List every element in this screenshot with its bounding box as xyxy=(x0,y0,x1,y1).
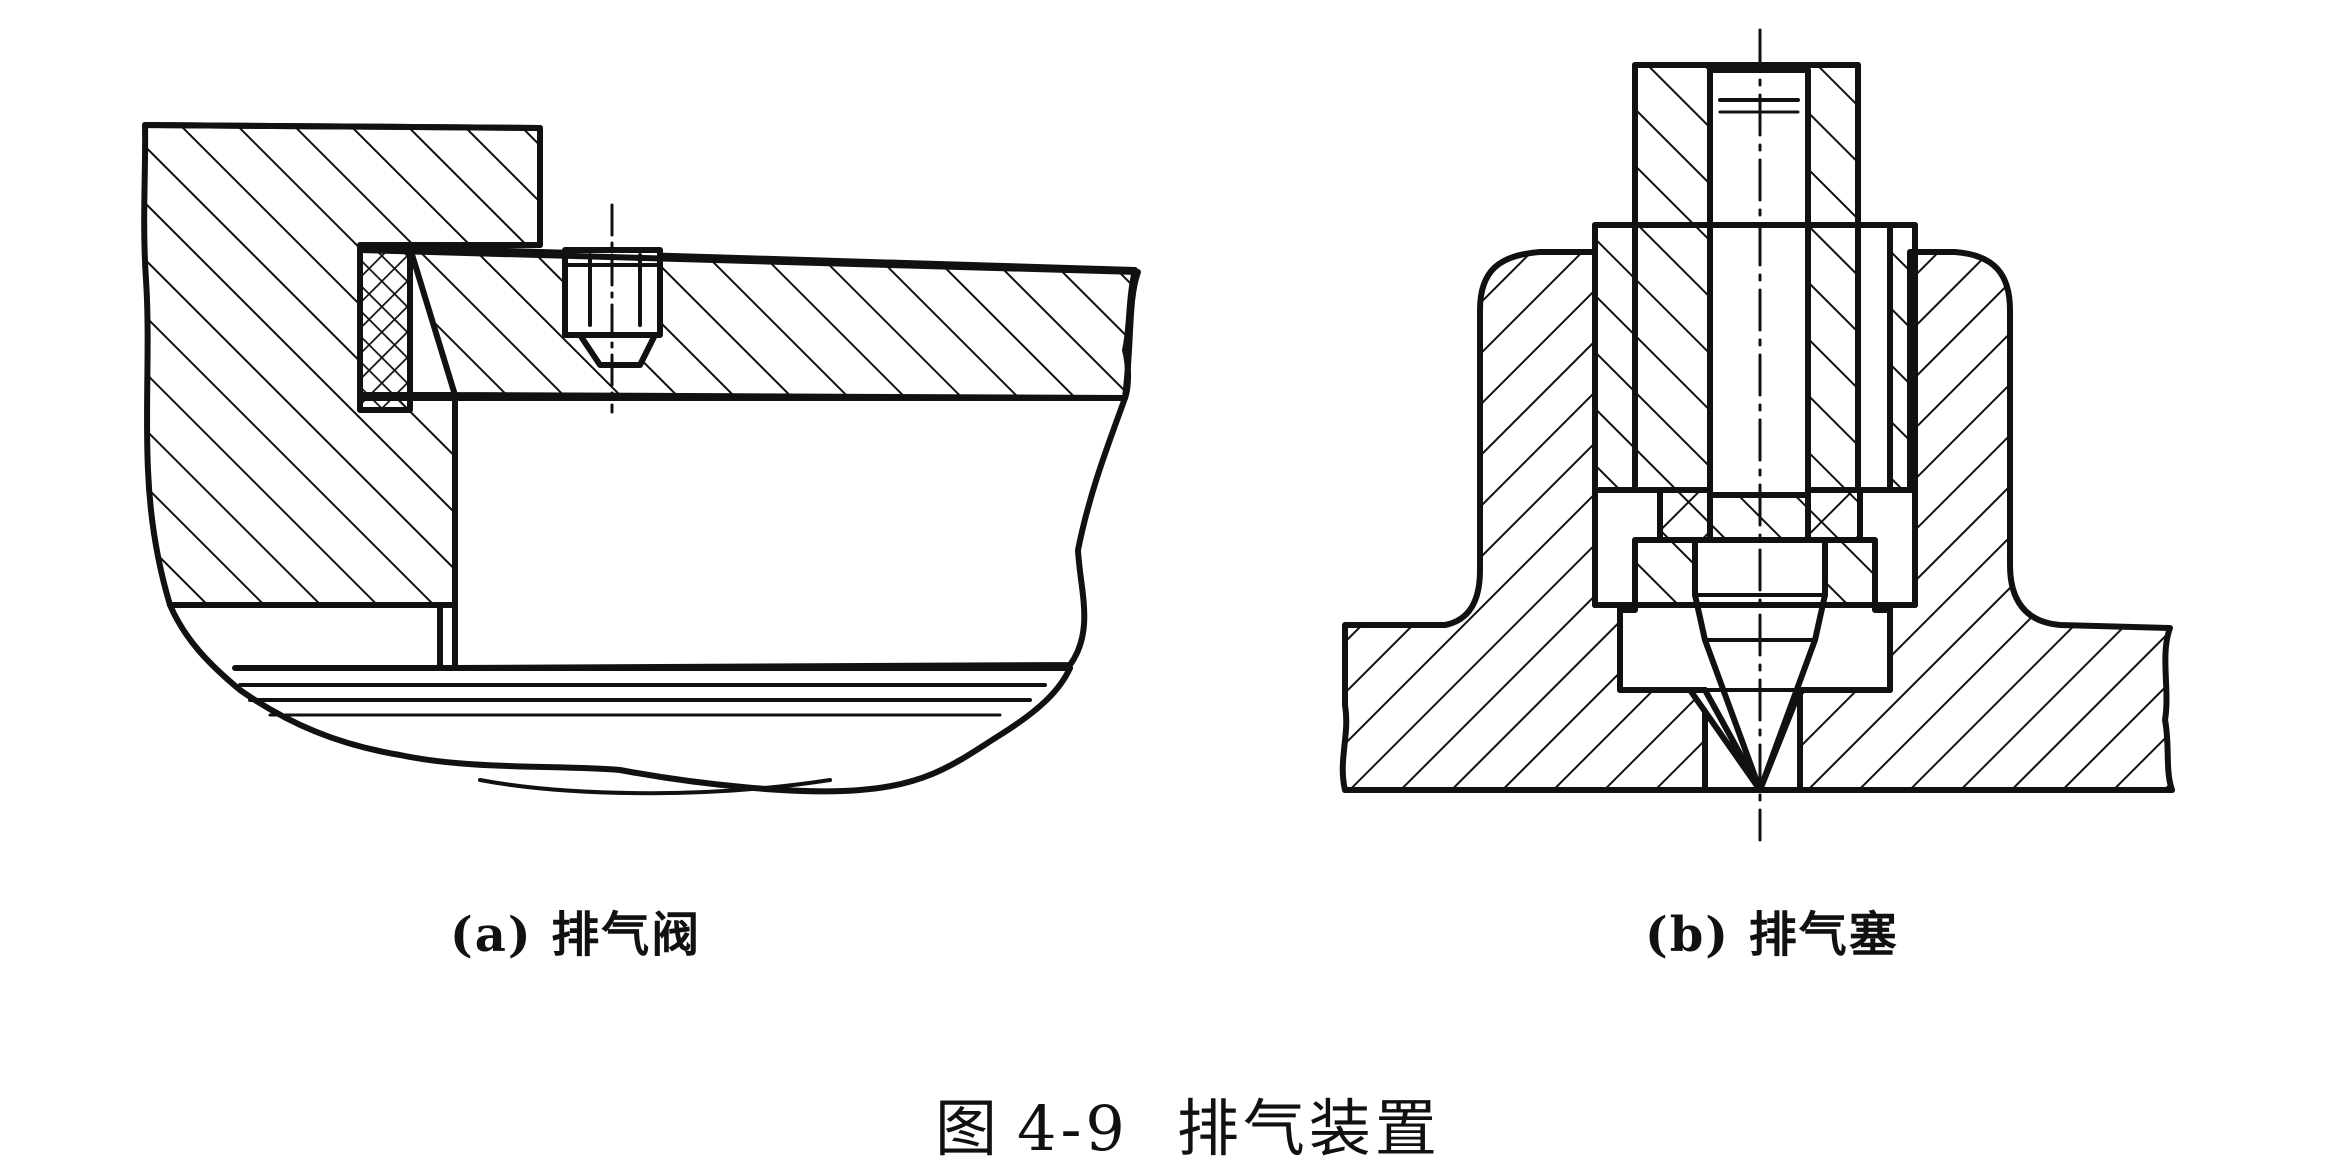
subfigure-caption-text-b: 排气塞 xyxy=(1748,907,1899,963)
mould-cavity xyxy=(452,395,1128,671)
diagram-vent-valve xyxy=(141,122,1141,796)
figure-caption: 图 4-9 排气装置 xyxy=(935,1078,1441,1168)
plug-head-cavity xyxy=(1592,487,1918,793)
plug-base-section xyxy=(1339,249,1708,793)
subfigure-label-a: (a) xyxy=(450,907,533,963)
figure-title: 排气装置 xyxy=(1176,1092,1441,1165)
figure-prefix: 图 xyxy=(935,1092,1002,1165)
diagram-vent-plug xyxy=(1339,28,2175,842)
subfigure-caption-text-a: 排气阀 xyxy=(551,907,702,963)
subfigure-caption-b: (b) 排气塞 xyxy=(1645,895,1899,965)
seal-ring xyxy=(357,247,413,413)
figure-number: 4-9 xyxy=(1017,1092,1129,1165)
subfigure-caption-a: (a) 排气阀 xyxy=(450,895,701,965)
subfigure-label-b: (b) xyxy=(1645,907,1730,963)
valve-cone xyxy=(577,332,658,368)
